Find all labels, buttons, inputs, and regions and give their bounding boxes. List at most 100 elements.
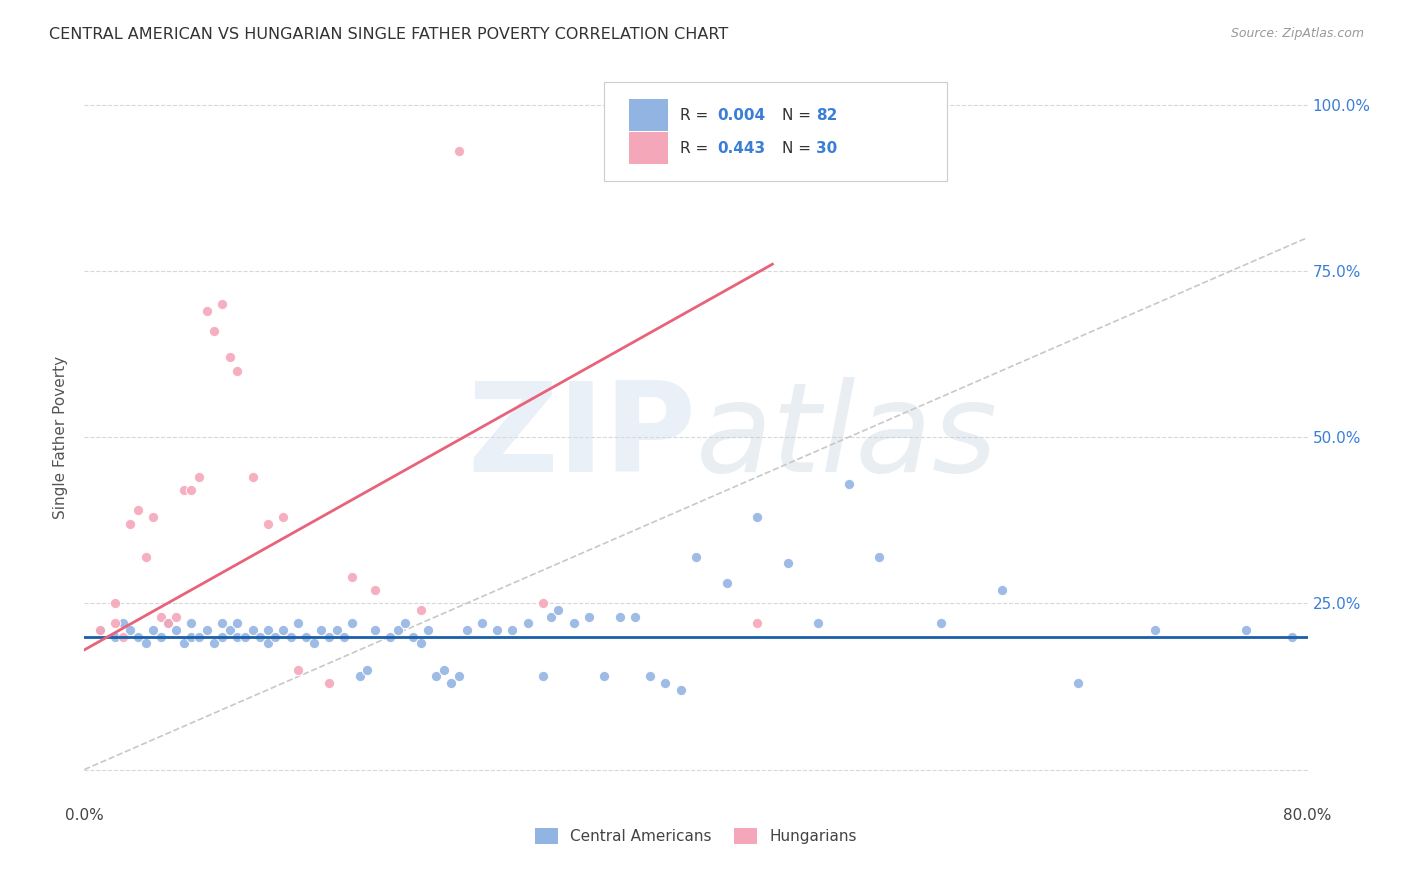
Point bbox=[257, 516, 280, 531]
FancyBboxPatch shape bbox=[628, 99, 668, 131]
Point bbox=[578, 609, 600, 624]
Point bbox=[211, 616, 233, 631]
Point bbox=[280, 630, 302, 644]
Point bbox=[447, 669, 470, 683]
Point bbox=[195, 623, 218, 637]
Point bbox=[104, 630, 127, 644]
Point bbox=[242, 623, 264, 637]
Text: 0.443: 0.443 bbox=[717, 141, 765, 156]
Point bbox=[271, 623, 294, 637]
Text: N =: N = bbox=[782, 141, 815, 156]
Y-axis label: Single Father Poverty: Single Father Poverty bbox=[53, 356, 69, 518]
Point bbox=[340, 616, 363, 631]
Point bbox=[157, 616, 180, 631]
Point bbox=[593, 669, 616, 683]
Point bbox=[531, 596, 554, 610]
Point bbox=[364, 582, 387, 597]
Point bbox=[180, 630, 202, 644]
Point bbox=[409, 636, 432, 650]
Point bbox=[364, 623, 387, 637]
Point bbox=[869, 549, 891, 564]
Point bbox=[226, 363, 249, 377]
Point bbox=[295, 630, 318, 644]
Point bbox=[318, 676, 340, 690]
Point bbox=[387, 623, 409, 637]
Text: N =: N = bbox=[782, 108, 815, 123]
Point bbox=[716, 576, 738, 591]
Point bbox=[807, 616, 830, 631]
Text: Source: ZipAtlas.com: Source: ZipAtlas.com bbox=[1230, 27, 1364, 40]
Point bbox=[1236, 623, 1258, 637]
Point bbox=[531, 669, 554, 683]
Point bbox=[456, 623, 478, 637]
Point bbox=[120, 623, 142, 637]
Point bbox=[562, 616, 585, 631]
Point bbox=[211, 297, 233, 311]
Point bbox=[502, 623, 524, 637]
Point bbox=[142, 509, 165, 524]
Point bbox=[318, 630, 340, 644]
Point bbox=[149, 630, 172, 644]
Point bbox=[776, 557, 799, 571]
Point bbox=[226, 630, 249, 644]
Point bbox=[173, 636, 195, 650]
Point bbox=[1067, 676, 1090, 690]
Point bbox=[218, 351, 240, 365]
Point bbox=[311, 623, 333, 637]
Point bbox=[165, 609, 187, 624]
Point bbox=[89, 623, 111, 637]
Text: atlas: atlas bbox=[696, 376, 998, 498]
Point bbox=[394, 616, 416, 631]
Point bbox=[202, 636, 225, 650]
Text: 0.004: 0.004 bbox=[717, 108, 765, 123]
Text: 30: 30 bbox=[815, 141, 837, 156]
Point bbox=[89, 623, 111, 637]
Point bbox=[180, 483, 202, 498]
Point bbox=[135, 636, 157, 650]
Point bbox=[471, 616, 494, 631]
Point bbox=[409, 603, 432, 617]
Point bbox=[264, 630, 287, 644]
Point bbox=[226, 616, 249, 631]
Point bbox=[433, 663, 456, 677]
Point bbox=[188, 470, 211, 484]
Point bbox=[233, 630, 256, 644]
Point bbox=[747, 509, 769, 524]
Point bbox=[127, 503, 149, 517]
Point bbox=[149, 609, 172, 624]
Point bbox=[929, 616, 952, 631]
Point bbox=[356, 663, 378, 677]
Point bbox=[104, 616, 127, 631]
Point bbox=[249, 630, 271, 644]
Text: R =: R = bbox=[681, 108, 713, 123]
Point bbox=[195, 303, 218, 318]
Point bbox=[242, 470, 264, 484]
Point bbox=[202, 324, 225, 338]
Point bbox=[188, 630, 211, 644]
Point bbox=[547, 603, 569, 617]
Point bbox=[440, 676, 463, 690]
Point bbox=[425, 669, 447, 683]
Point bbox=[1143, 623, 1166, 637]
Point bbox=[685, 549, 707, 564]
Point bbox=[173, 483, 195, 498]
Point bbox=[380, 630, 402, 644]
Text: R =: R = bbox=[681, 141, 713, 156]
Point bbox=[516, 616, 538, 631]
Point bbox=[111, 616, 134, 631]
Point bbox=[418, 623, 440, 637]
Point bbox=[333, 630, 356, 644]
Point bbox=[287, 663, 309, 677]
Point bbox=[447, 144, 470, 158]
Point bbox=[127, 630, 149, 644]
Point bbox=[180, 616, 202, 631]
Point bbox=[1281, 630, 1303, 644]
Point bbox=[325, 623, 347, 637]
Point bbox=[402, 630, 425, 644]
Point bbox=[609, 609, 631, 624]
Point bbox=[654, 676, 676, 690]
Point bbox=[669, 682, 692, 697]
Text: 82: 82 bbox=[815, 108, 837, 123]
Point bbox=[165, 623, 187, 637]
Text: CENTRAL AMERICAN VS HUNGARIAN SINGLE FATHER POVERTY CORRELATION CHART: CENTRAL AMERICAN VS HUNGARIAN SINGLE FAT… bbox=[49, 27, 728, 42]
